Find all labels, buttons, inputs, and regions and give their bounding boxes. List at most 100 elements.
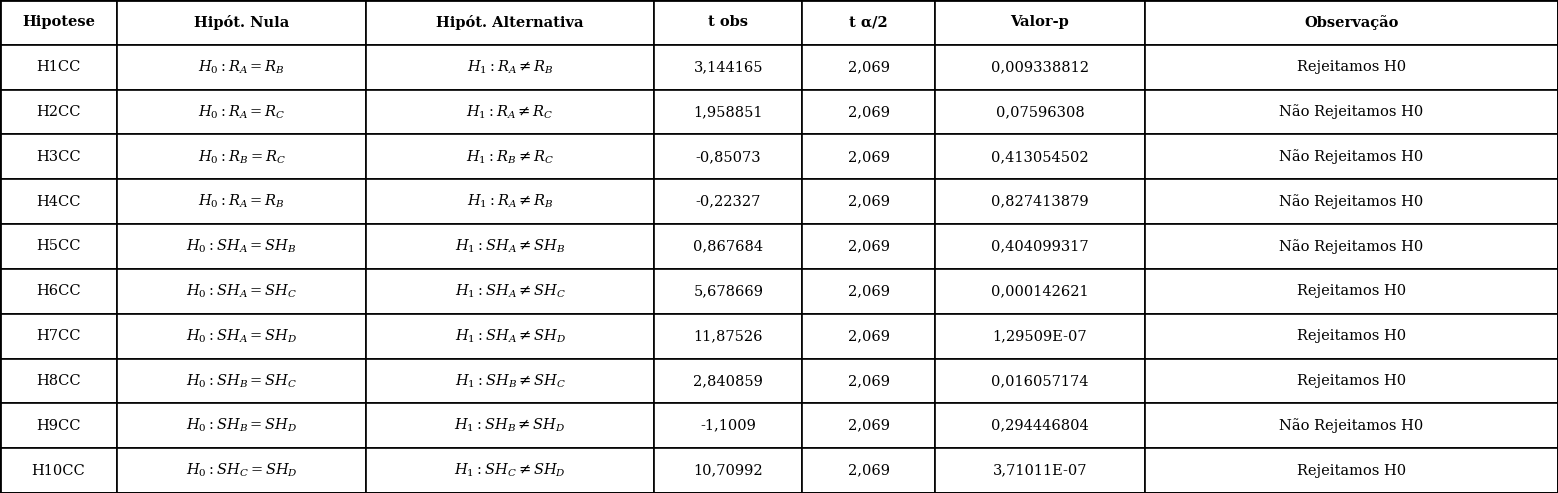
Bar (366, 135, 654, 179)
Text: Rejeitamos H0: Rejeitamos H0 (1296, 463, 1407, 478)
Text: Não Rejeitamos H0: Não Rejeitamos H0 (1279, 194, 1424, 209)
Bar (117, 269, 366, 314)
Bar (0, 358, 117, 403)
Bar (1145, 135, 1558, 179)
Text: $H_1:SH_B\neq SH_C$: $H_1:SH_B\neq SH_C$ (455, 372, 566, 389)
Bar (935, 403, 1145, 448)
Text: 2,840859: 2,840859 (693, 374, 763, 388)
Text: $H_0:SH_B=SH_D$: $H_0:SH_B=SH_D$ (185, 417, 298, 434)
Bar (0, 403, 117, 448)
Text: $H_0:SH_A=SH_D$: $H_0:SH_A=SH_D$ (185, 327, 298, 345)
Bar (117, 0, 366, 45)
Bar (0, 224, 117, 269)
Bar (654, 179, 802, 224)
Bar (654, 45, 802, 90)
Bar (935, 269, 1145, 314)
Bar (117, 314, 366, 358)
Bar (1145, 179, 1558, 224)
Text: H8CC: H8CC (36, 374, 81, 388)
Bar (935, 358, 1145, 403)
Bar (802, 135, 935, 179)
Text: 11,87526: 11,87526 (693, 329, 763, 343)
Bar (802, 314, 935, 358)
Text: $H_1:R_A\neq R_B$: $H_1:R_A\neq R_B$ (467, 59, 553, 76)
Text: 0,07596308: 0,07596308 (996, 105, 1084, 119)
Text: 0,009338812: 0,009338812 (991, 60, 1089, 74)
Text: 2,069: 2,069 (848, 284, 890, 298)
Bar (935, 448, 1145, 493)
Bar (366, 179, 654, 224)
Text: 0,404099317: 0,404099317 (991, 240, 1089, 253)
Bar (366, 90, 654, 135)
Text: 0,867684: 0,867684 (693, 240, 763, 253)
Bar (802, 448, 935, 493)
Bar (802, 179, 935, 224)
Bar (1145, 269, 1558, 314)
Text: $H_0:R_B=R_C$: $H_0:R_B=R_C$ (198, 148, 285, 166)
Text: $H_1:SH_A\neq SH_B$: $H_1:SH_A\neq SH_B$ (455, 238, 566, 255)
Bar (366, 448, 654, 493)
Bar (0, 448, 117, 493)
Bar (1145, 224, 1558, 269)
Text: 2,069: 2,069 (848, 105, 890, 119)
Text: 2,069: 2,069 (848, 374, 890, 388)
Text: H5CC: H5CC (36, 240, 81, 253)
Bar (366, 269, 654, 314)
Bar (366, 403, 654, 448)
Text: H1CC: H1CC (36, 60, 81, 74)
Text: 5,678669: 5,678669 (693, 284, 763, 298)
Bar (117, 90, 366, 135)
Text: 0,413054502: 0,413054502 (991, 150, 1089, 164)
Text: $H_0:SH_C=SH_D$: $H_0:SH_C=SH_D$ (185, 462, 298, 479)
Bar (802, 0, 935, 45)
Bar (117, 45, 366, 90)
Text: Hipót. Nula: Hipót. Nula (193, 15, 290, 30)
Text: 2,069: 2,069 (848, 60, 890, 74)
Bar (0, 0, 117, 45)
Bar (117, 448, 366, 493)
Bar (935, 45, 1145, 90)
Bar (935, 314, 1145, 358)
Text: H2CC: H2CC (36, 105, 81, 119)
Text: H10CC: H10CC (31, 463, 86, 478)
Bar (654, 403, 802, 448)
Bar (935, 90, 1145, 135)
Bar (366, 358, 654, 403)
Text: Rejeitamos H0: Rejeitamos H0 (1296, 374, 1407, 388)
Text: $H_0:R_A=R_B$: $H_0:R_A=R_B$ (198, 193, 285, 211)
Text: Rejeitamos H0: Rejeitamos H0 (1296, 60, 1407, 74)
Bar (0, 135, 117, 179)
Bar (935, 0, 1145, 45)
Bar (654, 358, 802, 403)
Text: 0,016057174: 0,016057174 (991, 374, 1089, 388)
Bar (0, 179, 117, 224)
Text: $H_1:R_A\neq R_C$: $H_1:R_A\neq R_C$ (466, 104, 555, 121)
Text: 1,958851: 1,958851 (693, 105, 763, 119)
Bar (654, 269, 802, 314)
Bar (1145, 448, 1558, 493)
Bar (1145, 314, 1558, 358)
Text: t α/2: t α/2 (849, 15, 888, 30)
Text: Hipót. Alternativa: Hipót. Alternativa (436, 15, 584, 30)
Bar (117, 358, 366, 403)
Text: t obs: t obs (709, 15, 748, 30)
Bar (654, 448, 802, 493)
Text: $H_1:SH_A\neq SH_D$: $H_1:SH_A\neq SH_D$ (455, 327, 566, 345)
Bar (935, 135, 1145, 179)
Text: 2,069: 2,069 (848, 463, 890, 478)
Bar (117, 179, 366, 224)
Text: H4CC: H4CC (36, 195, 81, 209)
Bar (935, 179, 1145, 224)
Text: 2,069: 2,069 (848, 419, 890, 433)
Bar (366, 0, 654, 45)
Text: H7CC: H7CC (36, 329, 81, 343)
Text: H9CC: H9CC (36, 419, 81, 433)
Text: 0,827413879: 0,827413879 (991, 195, 1089, 209)
Text: Rejeitamos H0: Rejeitamos H0 (1296, 329, 1407, 343)
Text: 3,71011E-07: 3,71011E-07 (992, 463, 1087, 478)
Text: $H_0:SH_B=SH_C$: $H_0:SH_B=SH_C$ (185, 372, 298, 389)
Text: -0,85073: -0,85073 (695, 150, 762, 164)
Text: 3,144165: 3,144165 (693, 60, 763, 74)
Bar (366, 45, 654, 90)
Bar (117, 403, 366, 448)
